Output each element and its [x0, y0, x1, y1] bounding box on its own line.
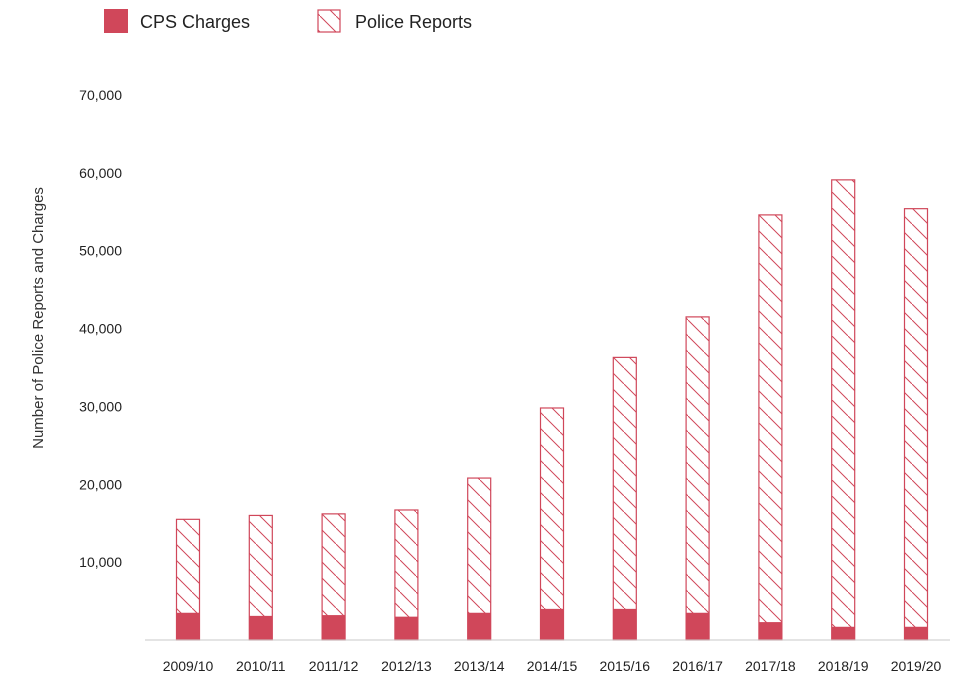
x-tick-label: 2010/11	[236, 658, 286, 674]
bar-police-reports	[831, 179, 856, 641]
bar-cps-charges	[176, 612, 200, 640]
x-tick-label: 2012/13	[381, 658, 432, 674]
bar-cps-charges	[904, 626, 928, 640]
y-tick-label: 30,000	[79, 398, 122, 414]
x-tick-label: 2015/16	[599, 658, 650, 674]
bars	[175, 179, 929, 641]
x-tick-label: 2016/17	[672, 658, 723, 674]
y-tick-label: 70,000	[79, 87, 122, 103]
bar-cps-charges	[686, 612, 710, 640]
bar-cps-charges	[394, 616, 418, 640]
x-tick-label: 2013/14	[454, 658, 505, 674]
bar-cps-charges	[249, 615, 273, 640]
bar-police-reports	[539, 407, 565, 641]
bar-police-reports	[612, 356, 637, 641]
legend-swatch-police-reports	[317, 9, 341, 33]
x-tick-label: 2019/20	[891, 658, 942, 674]
bar-cps-charges	[758, 622, 782, 640]
bar-cps-charges	[540, 608, 564, 640]
legend: CPS Charges Police Reports	[104, 9, 472, 33]
bar-police-reports	[903, 208, 929, 641]
y-tick-label: 10,000	[79, 554, 122, 570]
x-tick-label: 2018/19	[818, 658, 869, 674]
legend-label-cps-charges: CPS Charges	[140, 12, 250, 32]
x-tick-label: 2011/12	[309, 658, 359, 674]
y-axis-ticks: 10,000 20,000 30,000 40,000 50,000 60,000 70,0…	[79, 87, 122, 570]
bar-cps-charges	[467, 612, 491, 640]
y-tick-label: 60,000	[79, 165, 122, 181]
legend-swatch-cps-charges	[104, 9, 128, 33]
y-tick-label: 50,000	[79, 243, 122, 259]
x-tick-label: 2014/15	[527, 658, 578, 674]
bar-police-reports	[685, 316, 710, 641]
y-tick-label: 20,000	[79, 476, 122, 492]
bar-cps-charges	[831, 626, 855, 640]
x-axis-ticks: 2009/10 2010/11 2011/12 2012/13 2013/14 2014/…	[163, 658, 942, 674]
bar-cps-charges	[322, 615, 346, 640]
bar-police-reports	[758, 214, 783, 641]
y-axis-title: Number of Police Reports and Charges	[30, 187, 47, 449]
legend-label-police-reports: Police Reports	[355, 12, 472, 32]
x-tick-label: 2017/18	[745, 658, 796, 674]
x-tick-label: 2009/10	[163, 658, 214, 674]
y-tick-label: 40,000	[79, 321, 122, 337]
bar-cps-charges	[613, 608, 637, 640]
